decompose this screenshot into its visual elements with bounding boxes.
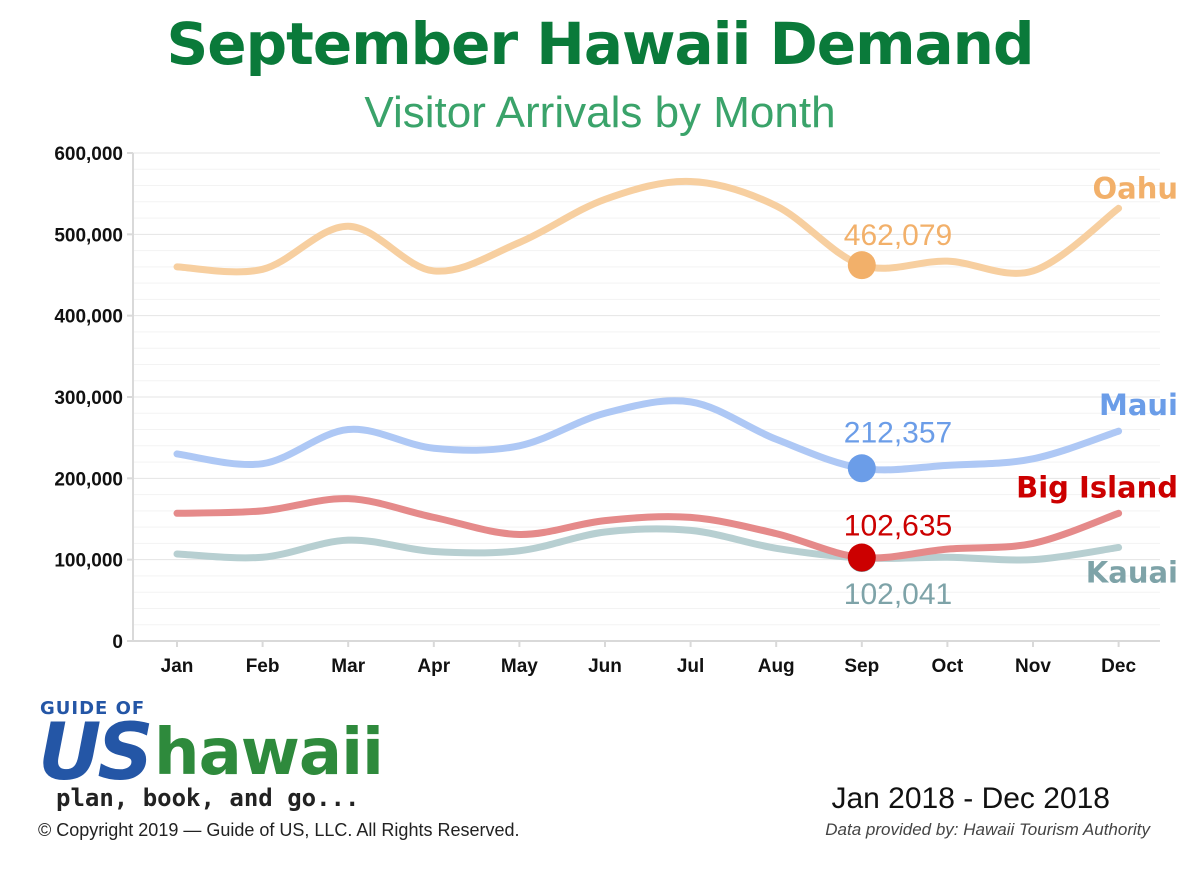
x-tick-label: Nov	[1015, 656, 1051, 677]
x-tick-label: Oct	[932, 656, 964, 677]
data-label-kauai: 102,041	[844, 578, 952, 611]
chart-subtitle: Visitor Arrivals by Month	[364, 88, 836, 137]
y-tick-label: 600,000	[54, 144, 123, 165]
y-tick-label: 300,000	[54, 388, 123, 409]
series-line-kauai	[173, 525, 1123, 564]
date-range: Jan 2018 - Dec 2018	[831, 782, 1110, 815]
y-tick-label: 500,000	[54, 225, 123, 246]
logo-tagline: plan, book, and go...	[56, 784, 360, 812]
series-label-maui: Maui	[1099, 388, 1178, 422]
y-tick-label: 200,000	[54, 469, 123, 490]
y-tick-label: 400,000	[54, 307, 123, 328]
x-tick-label: Aug	[758, 656, 795, 677]
series-label-big-island: Big Island	[1016, 470, 1178, 504]
logo-top-text: GUIDE OF	[40, 698, 146, 719]
x-tick-label: Apr	[417, 656, 450, 677]
y-tick-label: 100,000	[54, 551, 123, 572]
x-tick-label: May	[501, 656, 538, 677]
data-label-big-island: 102,635	[844, 510, 952, 543]
x-tick-label: Mar	[331, 656, 365, 677]
highlight-point-big-island	[847, 543, 876, 572]
x-tick-label: Feb	[246, 656, 280, 677]
x-tick-label: Jan	[161, 656, 194, 677]
data-source: Data provided by: Hawaii Tourism Authori…	[825, 820, 1150, 839]
x-tick-label: Jun	[588, 656, 622, 677]
highlight-point-maui	[847, 454, 876, 483]
copyright-text: © Copyright 2019 — Guide of US, LLC. All…	[38, 820, 520, 840]
highlight-point-oahu	[847, 251, 876, 280]
chart-title: September Hawaii Demand	[166, 10, 1035, 78]
series-line-big-island	[173, 495, 1123, 562]
logo-us-text: US	[38, 708, 153, 798]
guide-of-us-hawaii-logo: GUIDE OF US hawaii plan, book, and go...	[38, 696, 438, 816]
x-tick-label: Jul	[677, 656, 704, 677]
y-tick-label: 0	[112, 632, 123, 653]
x-tick-label: Dec	[1101, 656, 1136, 677]
data-label-oahu: 462,079	[844, 219, 952, 252]
x-tick-label: Sep	[844, 656, 879, 677]
series-line-maui	[173, 397, 1123, 474]
logo-hawaii-text: hawaii	[154, 716, 384, 790]
data-label-maui: 212,357	[844, 416, 952, 449]
series-label-kauai: Kauai	[1086, 555, 1178, 589]
series-line-oahu	[173, 177, 1123, 277]
series-label-oahu: Oahu	[1092, 171, 1178, 205]
